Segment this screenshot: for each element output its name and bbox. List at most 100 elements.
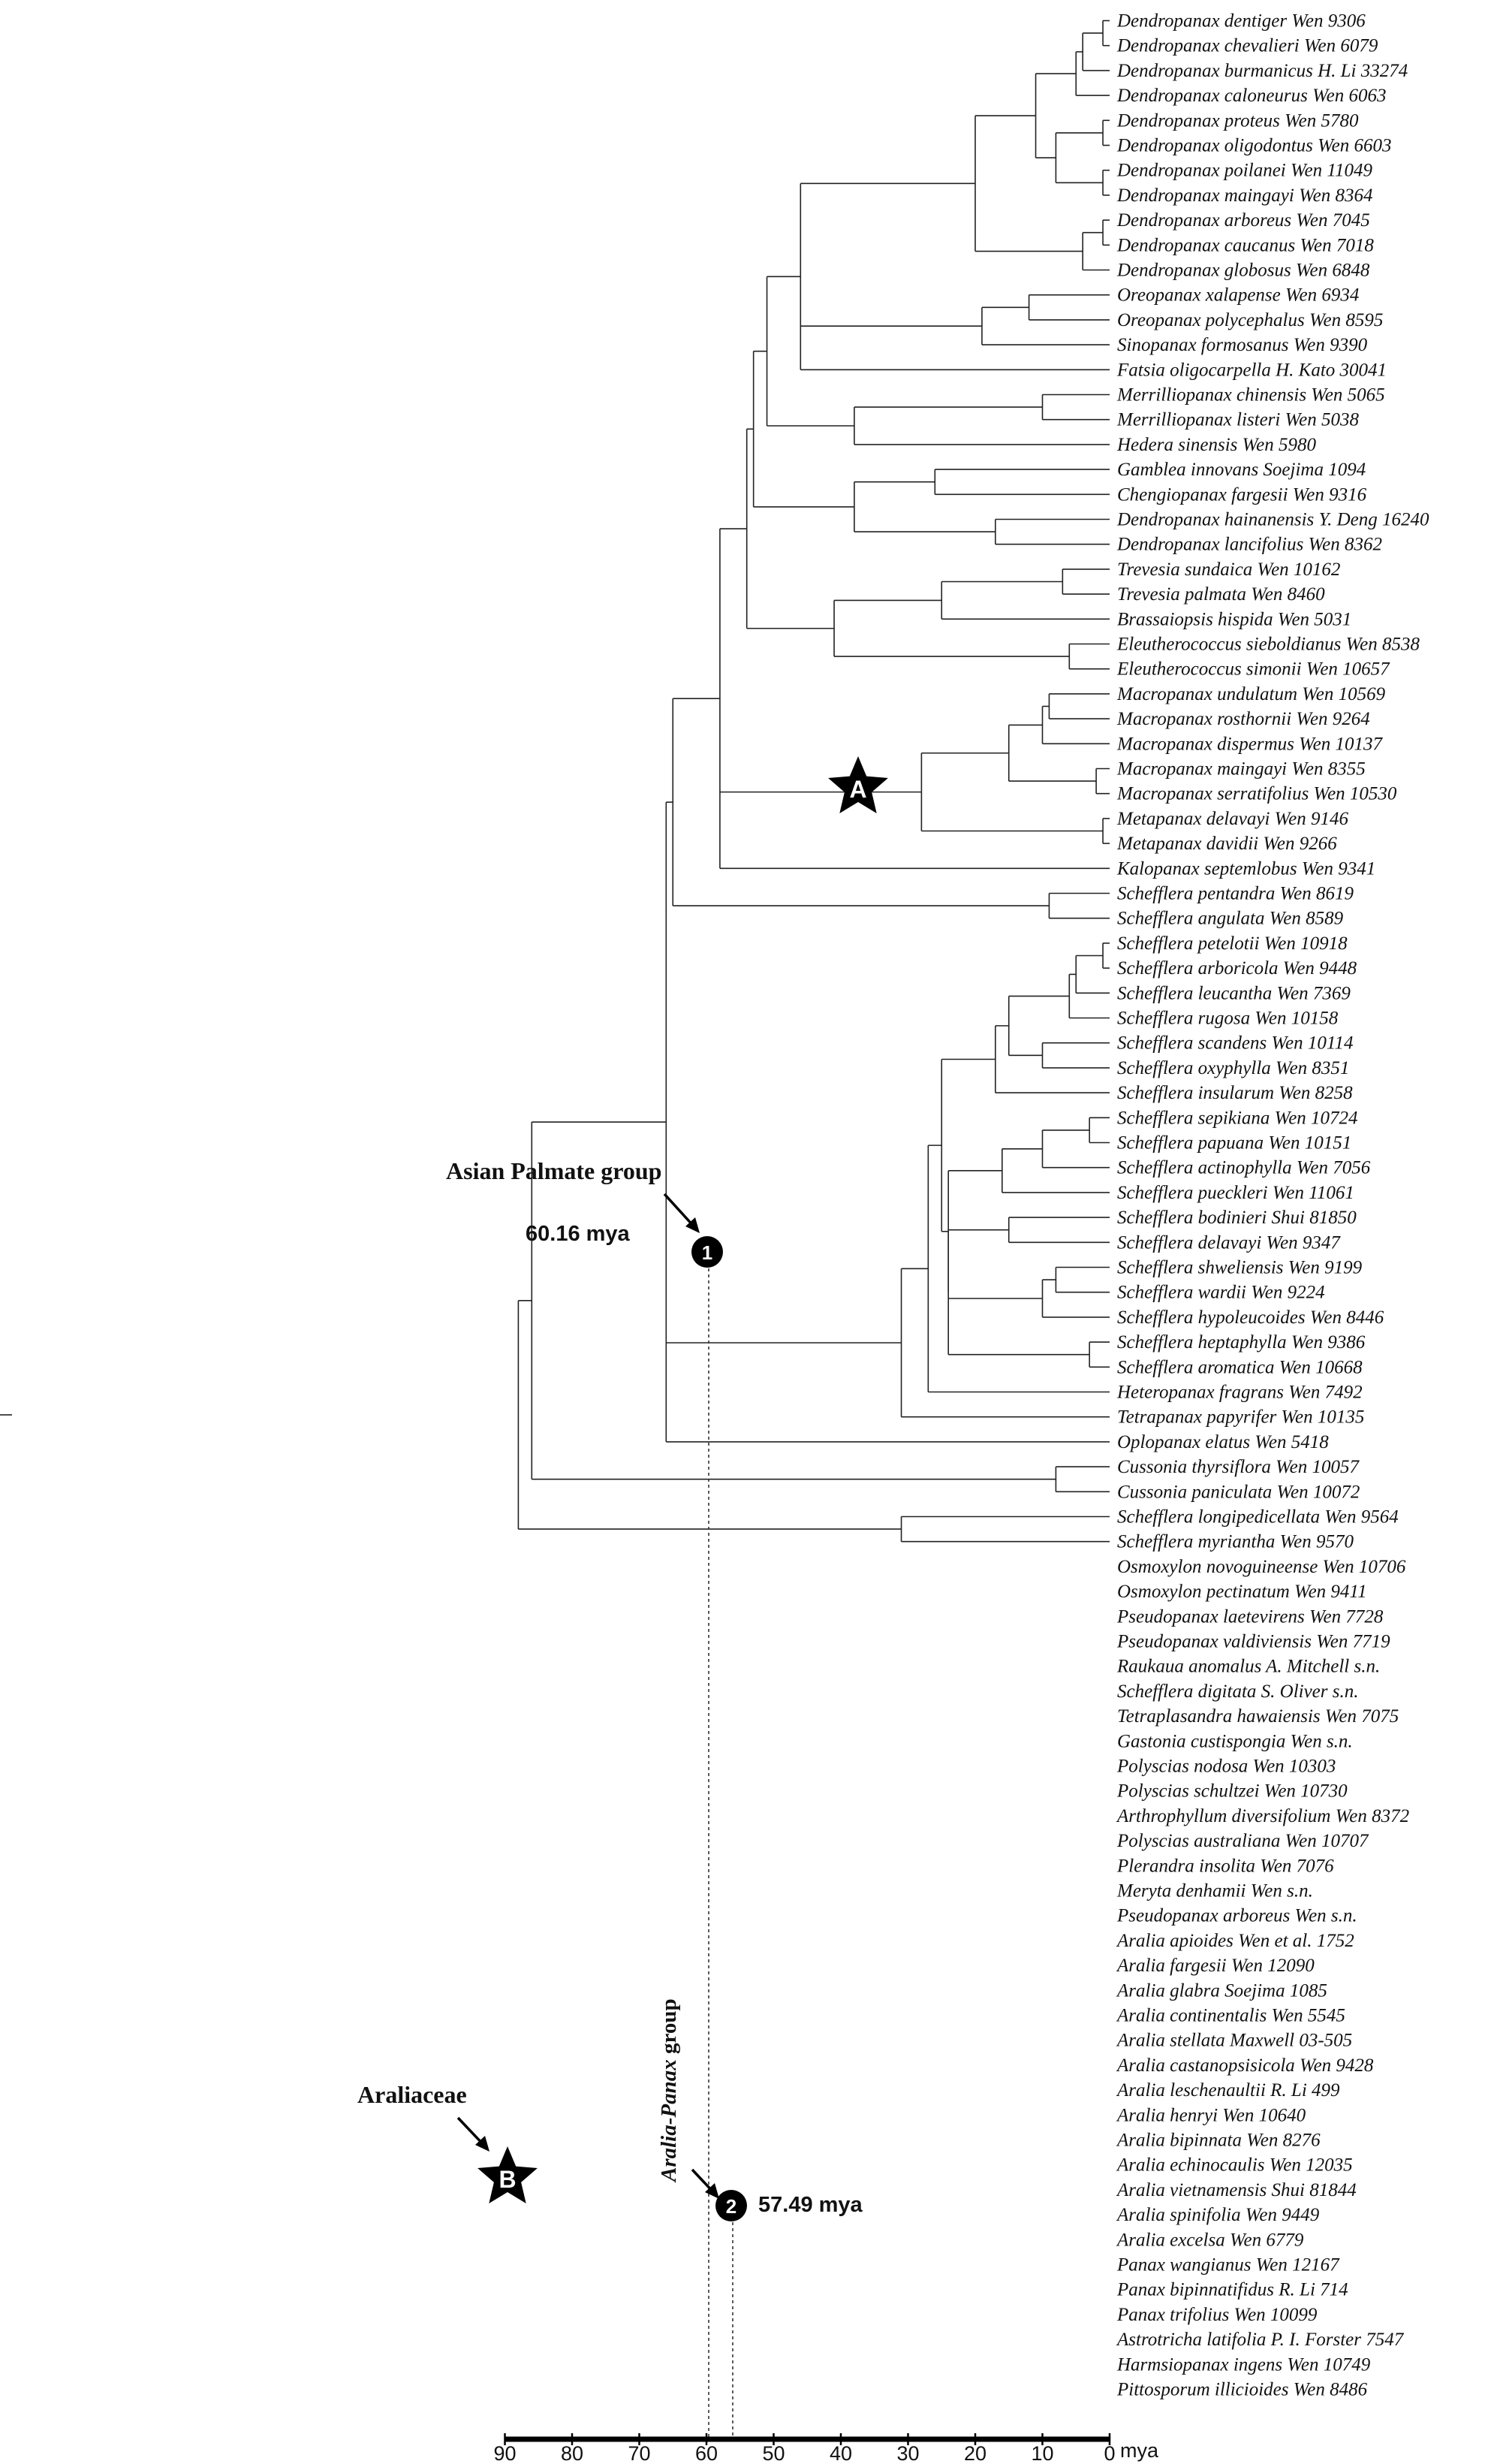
taxon-label: Dendropanax chevalieri Wen 6079 (1116, 36, 1378, 56)
taxon-label: Dendropanax globosus Wen 6848 (1116, 261, 1370, 281)
taxon-label: Schefflera papuana Wen 10151 (1117, 1133, 1351, 1154)
star-b-letter: B (499, 2166, 516, 2193)
taxon-label: Schefflera heptaphylla Wen 9386 (1117, 1332, 1366, 1353)
taxon-label: Chengiopanax fargesii Wen 9316 (1117, 484, 1367, 505)
taxon-label: Pseudopanax laetevirens Wen 7728 (1116, 1606, 1384, 1627)
axis-unit-label: mya (1120, 2439, 1159, 2462)
taxon-label: Brassaiopsis hispida Wen 5031 (1117, 609, 1351, 629)
taxon-label: Pseudopanax arboreus Wen s.n. (1116, 1906, 1357, 1926)
time-axis: 90 80 70 60 50 40 30 20 10 0 mya (493, 2433, 1159, 2464)
taxon-label: Schefflera actinophylla Wen 7056 (1117, 1158, 1371, 1178)
taxon-label: Raukaua anomalus A. Mitchell s.n. (1116, 1657, 1380, 1677)
taxon-label: Schefflera insularum Wen 8258 (1117, 1083, 1353, 1103)
taxon-label: Astrotricha latifolia P. I. Forster 7547 (1116, 2330, 1405, 2350)
taxon-label: Plerandra insolita Wen 7076 (1116, 1856, 1334, 1876)
taxon-label: Aralia bipinnata Wen 8276 (1116, 2131, 1321, 2151)
taxon-label: Dendropanax caloneurus Wen 6063 (1116, 86, 1387, 106)
taxon-label: Schefflera shweliensis Wen 9199 (1117, 1258, 1363, 1278)
taxon-label: Kalopanax septemlobus Wen 9341 (1116, 858, 1375, 879)
asian-palmate-annotation: Asian Palmate group 60.16 mya 1 (446, 1157, 723, 1268)
taxon-label: Panax trifolius Wen 10099 (1116, 2305, 1318, 2325)
taxon-label: Schefflera delavayi Wen 9347 (1117, 1232, 1341, 1253)
taxon-label: Aralia henryi Wen 10640 (1116, 2105, 1306, 2125)
taxon-label: Panax bipinnatifidus R. Li 714 (1116, 2280, 1348, 2300)
taxon-label: Dendropanax hainanensis Y. Deng 16240 (1116, 510, 1429, 530)
star-b-icon (477, 2146, 538, 2203)
arrowhead-icon (705, 2183, 719, 2199)
taxon-label: Merrilliopanax listeri Wen 5038 (1116, 410, 1359, 430)
taxon-label: Schefflera longipedicellata Wen 9564 (1117, 1507, 1399, 1528)
taxon-label: Dendropanax burmanicus H. Li 33274 (1116, 61, 1408, 81)
taxon-label: Schefflera leucantha Wen 7369 (1117, 983, 1351, 1003)
axis-tick-label: 0 (1104, 2442, 1115, 2464)
axis-tick-label: 50 (762, 2442, 785, 2464)
taxon-label: Schefflera petelotii Wen 10918 (1117, 933, 1348, 954)
taxon-label: Macropanax rosthornii Wen 9264 (1116, 709, 1370, 729)
araliaceae-label: Araliaceae (357, 2081, 467, 2108)
taxon-label: Pittosporum illicioides Wen 8486 (1116, 2380, 1368, 2400)
node-1-number: 1 (702, 1241, 712, 1264)
taxon-labels: Dendropanax dentiger Wen 9306 Dendropanax… (1116, 11, 1429, 2400)
taxon-label: Aralia apioides Wen et al. 1752 (1116, 1931, 1354, 1951)
aralia-panax-age: 57.49 mya (758, 2193, 863, 2217)
taxon-label: Aralia stellata Maxwell 03-505 (1116, 2031, 1352, 2051)
arrowhead-icon (685, 1217, 700, 1233)
taxon-label: Macropanax serratifolius Wen 10530 (1116, 784, 1397, 804)
axis-tick-label: 30 (896, 2442, 919, 2464)
taxon-label: Panax wangianus Wen 12167 (1116, 2255, 1340, 2276)
node-2-badge (715, 2190, 747, 2221)
axis-tick-label: 90 (493, 2442, 516, 2464)
star-a-letter: A (849, 776, 866, 803)
taxon-label: Dendropanax caucanus Wen 7018 (1116, 235, 1374, 255)
taxon-label: Osmoxylon pectinatum Wen 9411 (1117, 1582, 1367, 1602)
taxon-label: Aralia echinocaulis Wen 12035 (1116, 2155, 1353, 2176)
taxon-label: Arthrophyllum diversifolium Wen 8372 (1116, 1806, 1409, 1826)
taxon-label: Schefflera oxyphylla Wen 8351 (1117, 1058, 1349, 1078)
taxon-label: Eleutherococcus sieboldianus Wen 8538 (1116, 635, 1420, 655)
asian-palmate-label: Asian Palmate group (446, 1157, 661, 1184)
aralia-panax-annotation: Aralia-Panax group 2 57.49 mya (657, 1998, 863, 2221)
taxon-label: Dendropanax proteus Wen 5780 (1116, 110, 1359, 131)
taxon-label: Eleutherococcus simonii Wen 10657 (1116, 659, 1390, 680)
taxon-label: Schefflera scandens Wen 10114 (1117, 1033, 1354, 1054)
taxon-label: Gamblea innovans Soejima 1094 (1117, 460, 1366, 480)
taxon-label: Aralia spinifolia Wen 9449 (1116, 2205, 1320, 2225)
taxon-label: Dendropanax oligodontus Wen 6603 (1116, 136, 1392, 156)
asian-palmate-age: 60.16 mya (526, 1222, 631, 1246)
taxon-label: Meryta denhamii Wen s.n. (1116, 1881, 1313, 1902)
taxon-label: Osmoxylon novoguineense Wen 10706 (1117, 1557, 1406, 1577)
star-a-annotation: A (828, 756, 888, 813)
taxon-label: Polyscias nodosa Wen 10303 (1116, 1757, 1336, 1777)
taxon-label: Schefflera angulata Wen 8589 (1117, 909, 1344, 929)
taxon-label: Polyscias schultzei Wen 10730 (1116, 1781, 1348, 1802)
taxon-label: Schefflera pentandra Wen 8619 (1117, 884, 1354, 904)
axis-tick-label: 40 (830, 2442, 852, 2464)
taxon-label: Aralia leschenaultii R. Li 499 (1116, 2080, 1340, 2101)
taxon-label: Macropanax maingayi Wen 8355 (1116, 759, 1366, 780)
node-2-number: 2 (726, 2195, 736, 2218)
taxon-label: Dendropanax lancifolius Wen 8362 (1116, 535, 1382, 555)
taxon-label: Dendropanax poilanei Wen 11049 (1116, 161, 1373, 181)
taxon-label: Trevesia palmata Wen 8460 (1117, 584, 1325, 605)
taxon-label: Fatsia oligocarpella H. Kato 30041 (1116, 360, 1387, 380)
taxon-label: Oreopanax polycephalus Wen 8595 (1117, 310, 1383, 330)
taxon-label: Macropanax dispermus Wen 10137 (1116, 734, 1383, 754)
taxon-label: Merrilliopanax chinensis Wen 5065 (1116, 385, 1385, 406)
taxon-label: Schefflera rugosa Wen 10158 (1117, 1009, 1339, 1029)
taxon-label: Polyscias australiana Wen 10707 (1116, 1831, 1369, 1851)
taxon-label: Dendropanax maingayi Wen 8364 (1116, 185, 1372, 206)
taxon-label: Schefflera hypoleucoides Wen 8446 (1117, 1307, 1384, 1328)
tree-branches (0, 20, 1110, 1543)
taxon-label: Gastonia custispongia Wen s.n. (1117, 1731, 1353, 1751)
taxon-label: Tetraplasandra hawaiensis Wen 7075 (1117, 1706, 1399, 1727)
taxon-label: Dendropanax dentiger Wen 9306 (1116, 11, 1366, 32)
taxon-label: Schefflera pueckleri Wen 11061 (1117, 1183, 1354, 1203)
taxon-label: Oreopanax xalapense Wen 6934 (1117, 285, 1359, 306)
taxon-label: Metapanax delavayi Wen 9146 (1116, 809, 1349, 829)
taxon-label: Pseudopanax valdiviensis Wen 7719 (1116, 1632, 1390, 1652)
taxon-label: Dendropanax arboreus Wen 7045 (1116, 210, 1370, 231)
star-a-icon (828, 756, 888, 813)
axis-tick-label: 10 (1031, 2442, 1053, 2464)
taxon-label: Schefflera sepikiana Wen 10724 (1117, 1108, 1358, 1128)
